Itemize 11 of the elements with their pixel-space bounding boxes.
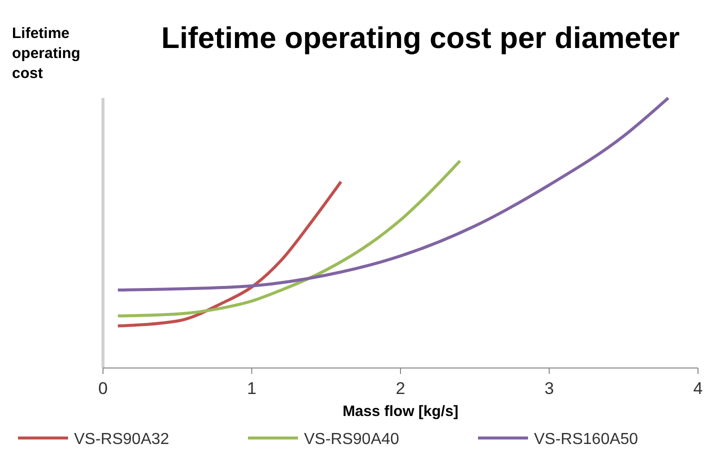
x-tick-label: 1 — [247, 379, 256, 398]
chart-title: Lifetime operating cost per diameter — [161, 22, 680, 55]
y-axis-title: Lifetime operating cost — [12, 25, 80, 82]
legend-label: VS-RS90A32 — [74, 431, 170, 448]
x-tick-label: 0 — [98, 379, 108, 398]
legend-label: VS-RS160A50 — [534, 431, 638, 448]
x-tick-label: 4 — [693, 379, 703, 398]
x-tick-label: 2 — [396, 379, 406, 398]
x-axis-title: Mass flow [kg/s] — [342, 403, 458, 420]
legend-label: VS-RS90A40 — [304, 431, 400, 448]
x-tick-label: 3 — [544, 379, 554, 398]
